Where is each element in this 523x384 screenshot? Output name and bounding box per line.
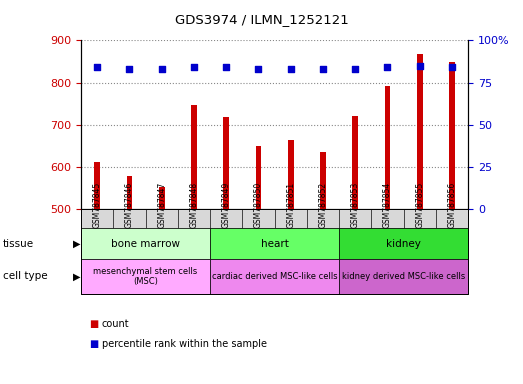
Point <box>415 63 424 69</box>
Point <box>222 64 230 70</box>
Point <box>125 66 133 72</box>
Text: GSM787848: GSM787848 <box>189 182 198 228</box>
Text: kidney derived MSC-like cells: kidney derived MSC-like cells <box>342 272 465 281</box>
Text: cardiac derived MSC-like cells: cardiac derived MSC-like cells <box>212 272 337 281</box>
Bar <box>159 187 165 209</box>
Bar <box>223 117 229 209</box>
Text: kidney: kidney <box>386 239 421 249</box>
Text: GDS3974 / ILMN_1252121: GDS3974 / ILMN_1252121 <box>175 13 348 26</box>
Bar <box>320 152 326 209</box>
Text: heart: heart <box>260 239 289 249</box>
Text: GSM787851: GSM787851 <box>286 182 295 228</box>
Text: GSM787855: GSM787855 <box>415 182 424 228</box>
Text: cell type: cell type <box>3 271 47 281</box>
Text: GSM787847: GSM787847 <box>157 182 166 228</box>
Text: GSM787846: GSM787846 <box>125 182 134 228</box>
Bar <box>417 54 423 209</box>
Text: GSM787850: GSM787850 <box>254 182 263 228</box>
Text: GSM787856: GSM787856 <box>448 182 457 228</box>
Text: GSM787852: GSM787852 <box>319 182 327 228</box>
Bar <box>191 105 197 209</box>
Point <box>351 66 359 72</box>
Point <box>93 64 101 70</box>
Text: mesenchymal stem cells
(MSC): mesenchymal stem cells (MSC) <box>94 267 198 286</box>
Text: ▶: ▶ <box>73 271 81 281</box>
Text: ■: ■ <box>89 339 98 349</box>
Point <box>190 64 198 70</box>
Text: ▶: ▶ <box>73 239 81 249</box>
Bar <box>384 86 390 209</box>
Point <box>448 64 456 70</box>
Text: GSM787845: GSM787845 <box>93 182 101 228</box>
Point <box>383 64 392 70</box>
Point <box>319 66 327 72</box>
Bar <box>127 176 132 209</box>
Text: GSM787849: GSM787849 <box>222 182 231 228</box>
Point <box>254 66 263 72</box>
Bar <box>288 140 293 209</box>
Point <box>157 66 166 72</box>
Text: percentile rank within the sample: percentile rank within the sample <box>102 339 267 349</box>
Text: ■: ■ <box>89 319 98 329</box>
Text: GSM787854: GSM787854 <box>383 182 392 228</box>
Bar <box>256 146 262 209</box>
Point <box>287 66 295 72</box>
Text: bone marrow: bone marrow <box>111 239 180 249</box>
Bar <box>94 162 100 209</box>
Text: tissue: tissue <box>3 239 34 249</box>
Text: GSM787853: GSM787853 <box>351 182 360 228</box>
Text: count: count <box>102 319 130 329</box>
Bar <box>353 116 358 209</box>
Bar <box>449 62 455 209</box>
